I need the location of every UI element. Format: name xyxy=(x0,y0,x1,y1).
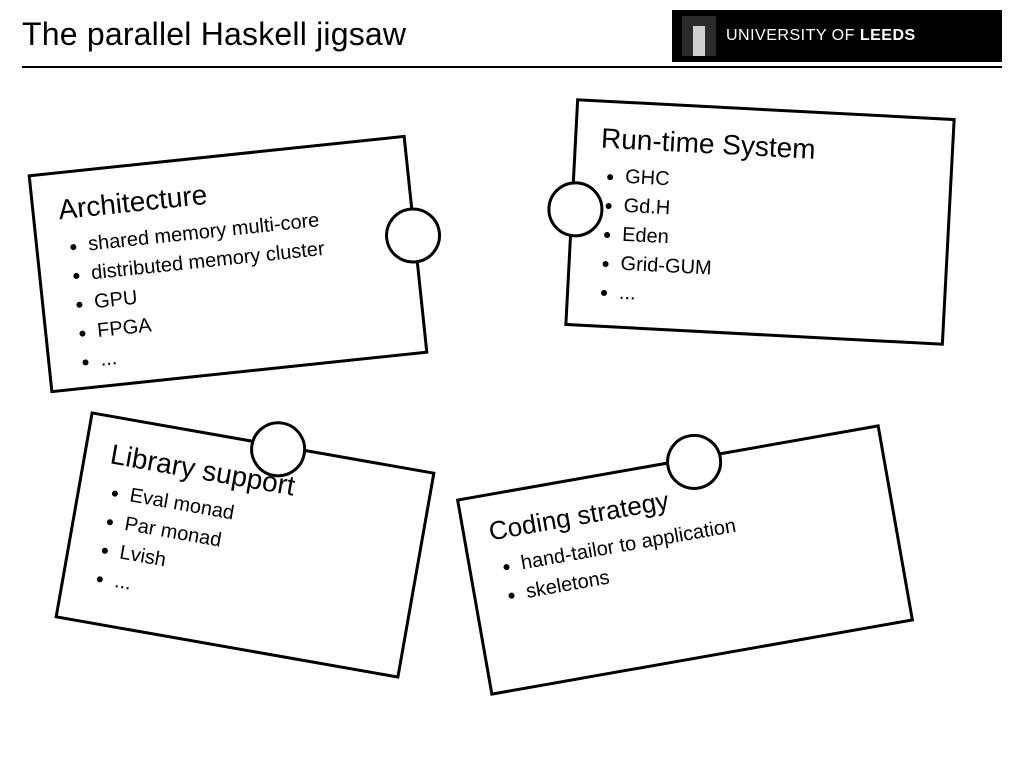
logo-text-bold: LEEDS xyxy=(860,27,916,44)
puzzle-piece-coding: Coding strategy hand-tailor to applicati… xyxy=(456,424,914,696)
piece-title: Run-time System xyxy=(600,123,927,172)
university-logo: UNIVERSITY OF LEEDS xyxy=(672,10,1002,62)
puzzle-knob-icon xyxy=(382,205,444,267)
puzzle-piece-library: Library support Eval monad Par monad Lvi… xyxy=(54,411,435,679)
logo-text-prefix: UNIVERSITY OF xyxy=(726,27,860,44)
puzzle-piece-architecture: Architecture shared memory multi-core di… xyxy=(28,135,429,394)
title-rule xyxy=(22,66,1002,68)
logo-text: UNIVERSITY OF LEEDS xyxy=(726,27,916,45)
piece-list: GHC Gd.H Eden Grid-GUM ... xyxy=(593,165,926,321)
puzzle-piece-runtime: Run-time System GHC Gd.H Eden Grid-GUM .… xyxy=(564,98,955,346)
piece-list: shared memory multi-core distributed mem… xyxy=(61,202,400,374)
page-title: The parallel Haskell jigsaw xyxy=(22,16,406,53)
slide: The parallel Haskell jigsaw UNIVERSITY O… xyxy=(0,0,1024,768)
logo-tower-icon xyxy=(682,16,716,56)
